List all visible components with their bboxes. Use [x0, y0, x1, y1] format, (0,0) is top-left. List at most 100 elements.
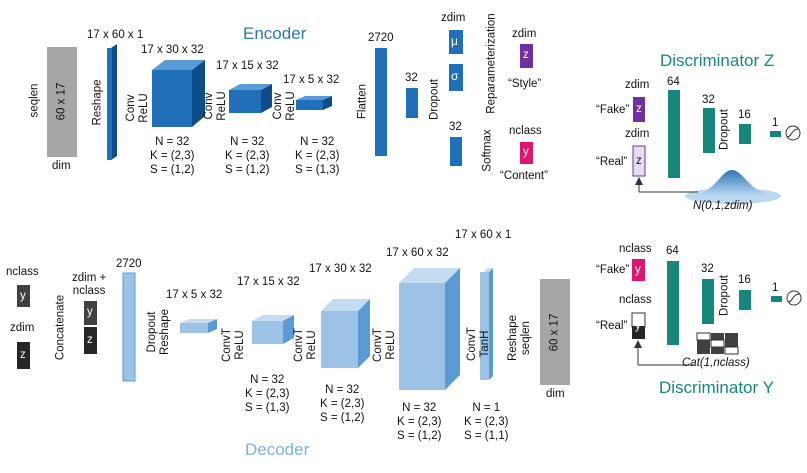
disc-z-dense1	[770, 131, 781, 137]
disc-y-nclass-fake-label: nclass	[619, 243, 652, 256]
encoder-reshape-layer	[107, 44, 117, 160]
decoder-t2-op: ConvT ReLU	[221, 310, 247, 380]
decoder-z-symbol: z	[20, 349, 26, 362]
decoder-t4-n: N = 32	[397, 401, 441, 415]
encoder-input-inner-label: 60 x 17	[56, 72, 69, 132]
decoder-t4-dims: 17 x 60 x 32	[386, 247, 449, 260]
encoder-conv1-dims: 17 x 30 x 32	[141, 44, 204, 57]
disc-z-64-label: 64	[667, 76, 680, 89]
encoder-input-side-label: seqlen	[29, 76, 42, 126]
decoder-t5-k: K = (2,3)	[464, 415, 508, 429]
disc-z-sigmoid-icon	[786, 126, 800, 140]
encoder-conv2-dims: 17 x 15 x 32	[216, 60, 279, 73]
encoder-nclass-label: nclass	[509, 125, 542, 138]
encoder-conv2-params: N = 32 K = (2,3) S = (1,2)	[225, 135, 269, 177]
encoder-conv2-op: Conv ReLU	[203, 76, 229, 136]
decoder-t4-params: N = 32 K = (2,3) S = (1,2)	[397, 401, 441, 443]
disc-z-gaussian-prior-icon	[685, 170, 781, 204]
decoder-convt4-block	[399, 268, 460, 390]
decoder-2720-label: 2720	[116, 258, 142, 271]
decoder-t2-n: N = 32	[245, 373, 289, 387]
encoder-dense32a-op: Dropout	[429, 70, 442, 130]
decoder-t3-k: K = (2,3)	[320, 397, 364, 411]
decoder-reshape-seqlen-op: Reshape seqlen	[507, 298, 533, 378]
disc-y-fake-y-symbol: y	[635, 264, 641, 277]
encoder-input-bottom-label: dim	[52, 160, 71, 173]
disc-z-real-z-symbol: z	[636, 155, 642, 168]
encoder-reshape-op: Reshape	[92, 73, 105, 133]
disc-y-prior-label: Cat(1,nclass)	[682, 357, 750, 370]
encoder-title: Encoder	[243, 24, 306, 44]
disc-y-nclass-real-label: nclass	[619, 294, 652, 307]
encoder-conv1-block	[152, 60, 205, 127]
encoder-conv1-n: N = 32	[150, 135, 194, 149]
encoder-sigma-symbol: σ	[451, 70, 458, 83]
disc-z-dense32	[703, 108, 715, 153]
disc-z-1-label: 1	[772, 117, 778, 130]
disc-y-16-label: 16	[738, 274, 751, 287]
encoder-conv1-s: S = (1,2)	[150, 163, 194, 177]
decoder-concat-z-symbol: z	[87, 334, 93, 347]
disc-y-dense1	[771, 296, 782, 302]
disc-y-fake-label: “Fake”	[596, 264, 629, 277]
encoder-dense32b-op: Softmax	[482, 121, 495, 181]
encoder-conv1-k: K = (2,3)	[150, 149, 194, 163]
decoder-t4-s: S = (1,2)	[397, 429, 441, 443]
disc-y-1-label: 1	[772, 282, 778, 295]
disc-y-dense32	[702, 279, 714, 324]
decoder-t5-n: N = 1	[464, 401, 508, 415]
decoder-t5-op: ConvT TanH	[466, 309, 492, 379]
decoder-convt2-block	[252, 315, 294, 344]
disc-z-32-label: 32	[702, 94, 715, 107]
disc-y-64-label: 64	[666, 245, 679, 258]
encoder-conv3-n: N = 32	[295, 135, 339, 149]
disc-z-prior-label: N(0,1,zdim)	[693, 200, 752, 213]
decoder-t5-s: S = (1,1)	[464, 429, 508, 443]
disc-z-dense16	[739, 124, 751, 144]
disc-y-32-label: 32	[701, 263, 714, 276]
disc-z-zdim-real-label: zdim	[625, 128, 649, 141]
disc-y-real-label: “Real”	[596, 320, 627, 333]
decoder-t1-dims: 17 x 5 x 32	[166, 289, 222, 302]
encoder-dense32-a	[406, 88, 418, 118]
decoder-t3-dims: 17 x 30 x 32	[309, 263, 372, 276]
disc-z-fake-label: “Fake”	[596, 104, 629, 117]
decoder-output-inner-label: 60 x 17	[549, 303, 562, 363]
decoder-concat-op: Concatenate	[55, 288, 68, 368]
decoder-output-bottom-label: dim	[546, 388, 565, 401]
decoder-t4-op: ConvT ReLU	[372, 310, 398, 380]
decoder-title: Decoder	[245, 440, 309, 460]
decoder-t5-dims: 17 x 60 x 1	[455, 229, 511, 242]
decoder-t3-s: S = (1,2)	[320, 411, 364, 425]
encoder-content-label: “Content”	[500, 170, 548, 183]
encoder-dense32b-dims: 32	[449, 121, 462, 134]
disc-y-sigmoid-icon	[787, 291, 801, 305]
encoder-reparam-label: Reparameterization	[486, 4, 499, 124]
disc-y-dense16	[739, 290, 751, 310]
disc-y-dropout-label: Dropout	[719, 271, 732, 321]
encoder-conv3-k: K = (2,3)	[295, 149, 339, 163]
encoder-zdim-label: zdim	[441, 12, 465, 25]
disc-z-16-label: 16	[738, 109, 751, 122]
encoder-y-symbol: y	[523, 146, 529, 159]
encoder-conv2-k: K = (2,3)	[225, 149, 269, 163]
encoder-style-label: “Style”	[508, 78, 541, 91]
decoder-concat-y-symbol: y	[87, 306, 93, 319]
decoder-convt1-block	[180, 319, 217, 333]
encoder-conv3-params: N = 32 K = (2,3) S = (1,3)	[295, 135, 339, 177]
encoder-z-top-label: zdim	[512, 28, 536, 41]
decoder-t2-params: N = 32 K = (2,3) S = (1,3)	[245, 373, 289, 415]
decoder-t5-params: N = 1 K = (2,3) S = (1,1)	[464, 401, 508, 443]
decoder-concat-label: zdim + nclass	[72, 272, 106, 298]
decoder-t4-k: K = (2,3)	[397, 415, 441, 429]
encoder-conv3-block	[296, 96, 332, 110]
disc-z-title: Discriminator Z	[660, 51, 774, 71]
encoder-dense32-b	[450, 137, 462, 166]
encoder-flatten-layer	[375, 48, 387, 156]
decoder-convt3-block	[321, 299, 370, 368]
disc-z-real-label: “Real”	[596, 156, 627, 169]
encoder-mu-symbol: μ	[451, 35, 458, 48]
decoder-dropout-reshape-op: Dropout Reshape	[146, 292, 172, 372]
disc-y-title: Discriminator Y	[659, 378, 774, 398]
